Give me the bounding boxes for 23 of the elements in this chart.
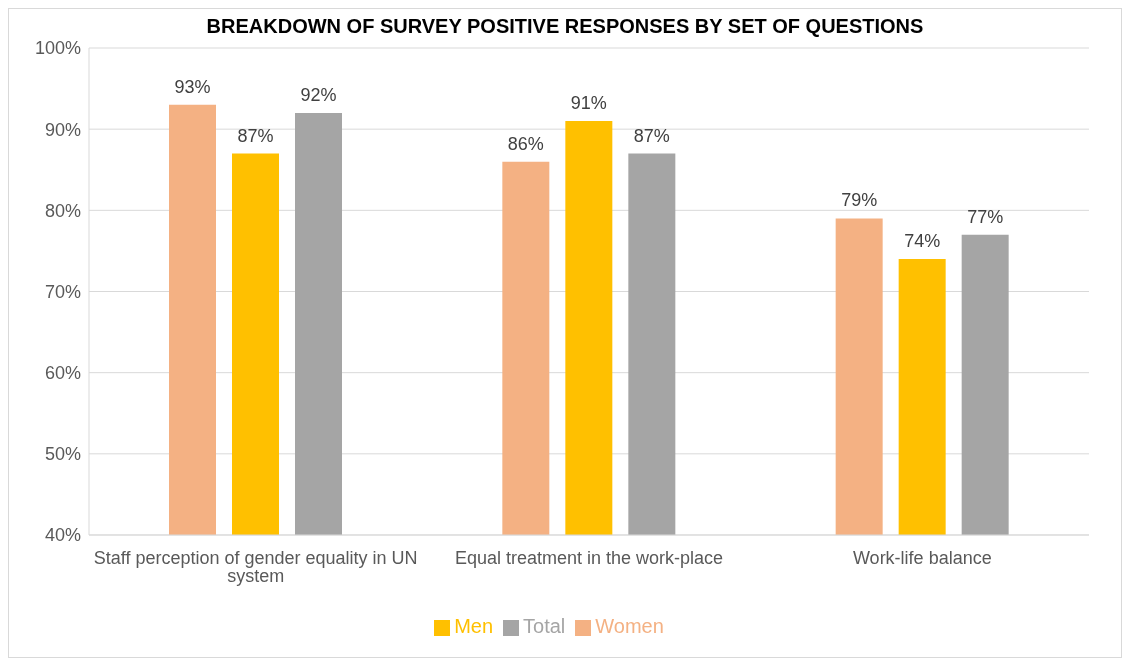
y-tick-label: 90% [44, 119, 81, 140]
legend-label: Women [595, 615, 664, 637]
chart-title: BREAKDOWN OF SURVEY POSITIVE RESPONSES BY SET OF QUESTIONS [205, 14, 925, 38]
x-tick-label: Equal treatment in the work-place [454, 547, 724, 568]
legend-label: Total [523, 615, 566, 637]
y-tick-label: 100% [34, 38, 81, 59]
data-label: 86% [507, 133, 544, 154]
data-label: 74% [904, 231, 941, 252]
data-label: 93% [174, 76, 211, 97]
legend-label: Men [454, 615, 494, 637]
data-label: 87% [237, 125, 274, 146]
y-tick-label: 70% [44, 281, 81, 302]
y-tick-label: 80% [44, 200, 81, 221]
data-label: 79% [841, 190, 878, 211]
y-tick-label: 50% [44, 444, 81, 465]
y-tick-label: 60% [44, 363, 81, 384]
y-tick-label: 40% [44, 525, 81, 546]
data-label: 77% [967, 206, 1004, 227]
data-label: 91% [570, 93, 607, 114]
data-label: 92% [300, 84, 337, 105]
x-tick-label: Staff perception of gender equality in UN system [93, 547, 418, 586]
data-label: 87% [633, 125, 670, 146]
x-tick-label: Work-life balance [852, 547, 992, 568]
